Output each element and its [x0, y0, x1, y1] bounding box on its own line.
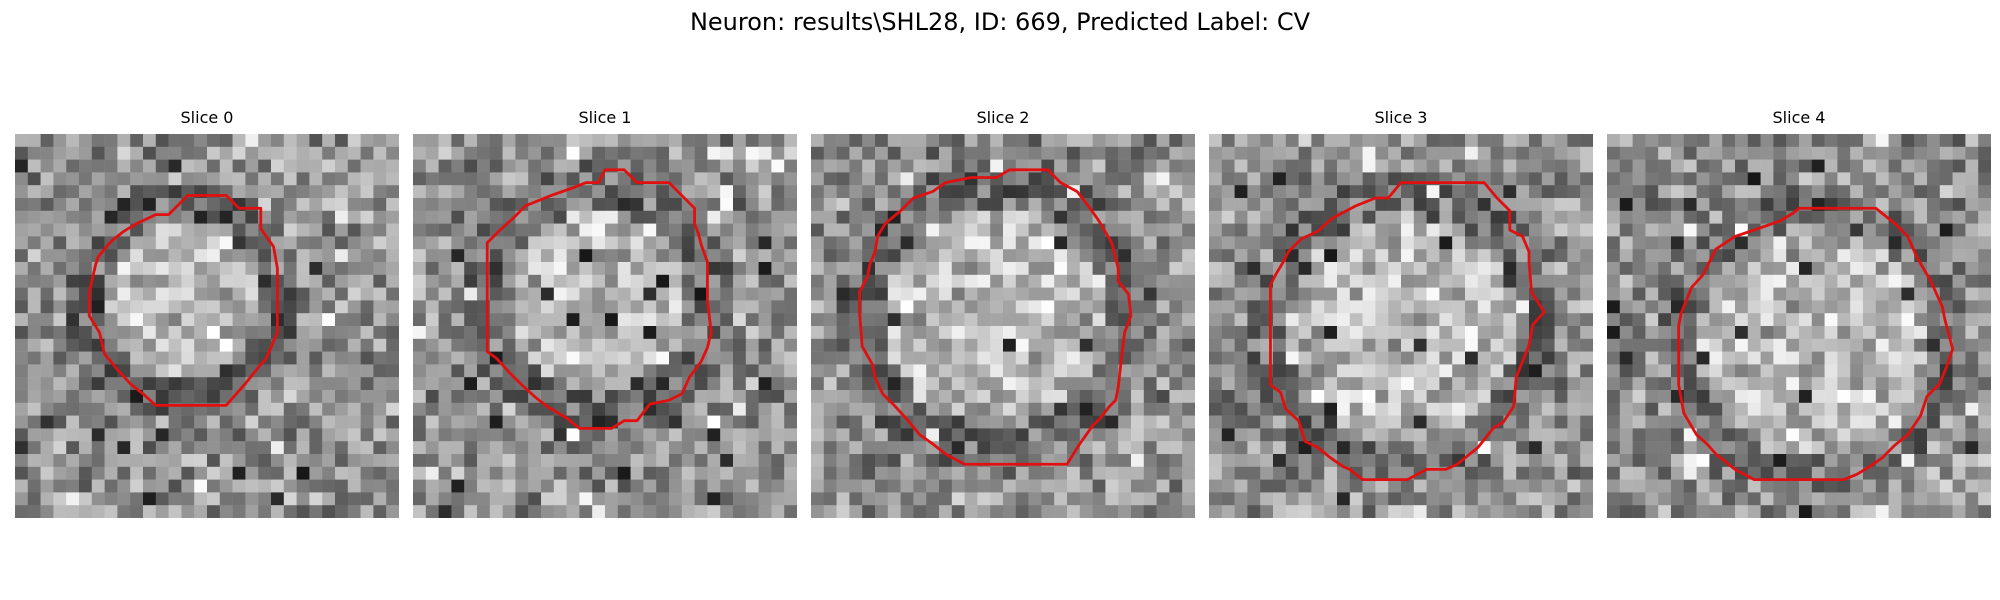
slice-title-1: Slice 1 [413, 108, 797, 127]
slice-title-2: Slice 2 [811, 108, 1195, 127]
slice-image-4 [1607, 134, 1991, 518]
pixel-grid-2 [811, 134, 1195, 518]
slice-title-4: Slice 4 [1607, 108, 1991, 127]
pixel-grid-3 [1209, 134, 1593, 518]
slice-image-1 [413, 134, 797, 518]
slice-title-0: Slice 0 [15, 108, 399, 127]
slice-image-2 [811, 134, 1195, 518]
figure-title: Neuron: results\SHL28, ID: 669, Predicte… [0, 8, 2000, 36]
slice-title-3: Slice 3 [1209, 108, 1593, 127]
pixel-grid-1 [413, 134, 797, 518]
slice-image-3 [1209, 134, 1593, 518]
pixel-grid-4 [1607, 134, 1991, 518]
slice-image-0 [15, 134, 399, 518]
pixel-grid-0 [15, 134, 399, 518]
